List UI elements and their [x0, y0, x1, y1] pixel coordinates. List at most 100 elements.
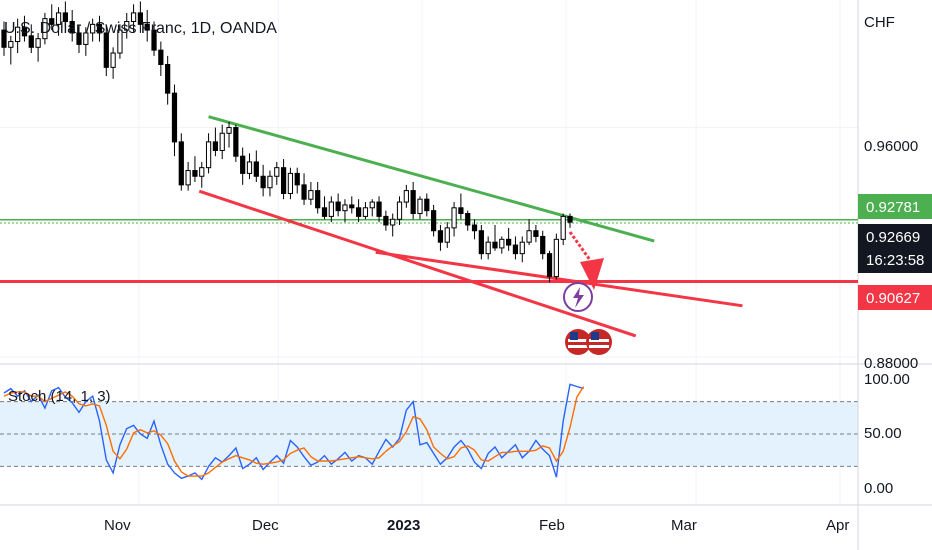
candle-body: [110, 52, 116, 68]
candle-body: [137, 12, 143, 25]
candle-body: [62, 12, 68, 22]
candle-body: [328, 201, 334, 217]
green-level-text: 0.92781: [866, 199, 920, 216]
candle-body: [519, 241, 525, 255]
price-tick: 0.96000: [864, 138, 918, 155]
candle-body: [274, 167, 280, 177]
trendlines: [198, 115, 743, 338]
candle-body: [151, 29, 157, 51]
candle-body: [199, 167, 205, 177]
candle-body: [130, 12, 137, 22]
candle-body: [158, 49, 164, 65]
candle-body: [390, 218, 396, 226]
candle-body: [403, 190, 409, 203]
candle-body: [49, 18, 55, 25]
down-arrow: [568, 231, 604, 290]
candle-body: [417, 198, 423, 215]
candle-body: [240, 155, 246, 174]
candle-body: [124, 20, 130, 31]
candle-body: [424, 198, 430, 212]
candle-body: [546, 253, 553, 278]
red-trendline: [198, 189, 637, 338]
candle-body: [553, 238, 559, 278]
candle-body: [315, 190, 321, 209]
currency-label: CHF: [864, 14, 895, 31]
price-tick: 0.88000: [864, 355, 918, 372]
green-trendline: [208, 115, 655, 243]
candle-body: [280, 167, 287, 194]
candle-body: [253, 161, 259, 177]
grid-lines: [0, 0, 858, 505]
candle-body: [355, 207, 362, 217]
candle-body: [492, 241, 498, 249]
candle-body: [35, 38, 41, 48]
candles: [1, 1, 573, 283]
candle-body: [465, 213, 471, 226]
countdown-text: 16:23:58: [866, 252, 924, 269]
last-price-text: 0.92669: [866, 229, 920, 246]
candle-body: [396, 201, 403, 220]
candle-body: [8, 41, 14, 48]
candle-body: [212, 141, 219, 151]
candle-body: [485, 241, 491, 255]
candle-body: [260, 175, 266, 189]
candle-body: [83, 32, 89, 45]
candle-body: [69, 20, 75, 34]
candle-body: [444, 227, 450, 243]
us-flag-icon[interactable]: [586, 329, 612, 355]
red-trendline: [375, 250, 743, 308]
candle-body: [1, 29, 7, 48]
candle-body: [28, 35, 34, 48]
candle-body: [540, 235, 546, 255]
candle-body: [287, 172, 294, 194]
candle-body: [451, 207, 457, 229]
stoch-tick: 100.00: [864, 371, 910, 388]
candle-body: [342, 204, 348, 212]
candle-body: [171, 92, 178, 143]
candle-body: [76, 32, 82, 45]
candle-body: [246, 161, 253, 174]
red-level-text: 0.90627: [866, 290, 920, 307]
candle-body: [301, 184, 307, 200]
last-price-tag: [858, 224, 932, 273]
candle-body: [567, 215, 573, 223]
candle-body: [458, 207, 464, 215]
time-tick-feb: Feb: [539, 517, 565, 534]
candle-body: [144, 23, 150, 31]
candle-body: [499, 238, 505, 249]
candle-body: [376, 201, 382, 217]
candle-body: [192, 170, 198, 177]
time-tick-mar: Mar: [671, 517, 697, 534]
candle-body: [321, 207, 328, 217]
candle-body: [178, 141, 184, 186]
horizontal-levels: [0, 219, 858, 284]
candle-body: [335, 201, 341, 212]
candle-body: [233, 127, 239, 157]
candle-body: [512, 244, 519, 255]
green-level-tag: [858, 194, 932, 219]
candle-body: [506, 238, 512, 246]
symbol-title[interactable]: U.S. Dollar / Swiss Franc, 1D, OANDA: [4, 20, 277, 37]
candle-body: [103, 32, 109, 68]
stoch-tick: 50.00: [864, 425, 902, 442]
candle-body: [55, 12, 62, 25]
candle-body: [383, 215, 389, 226]
candle-body: [437, 230, 444, 243]
stochastic-lines: [3, 383, 585, 481]
red-level-tag: [858, 285, 932, 310]
candle-body: [226, 127, 232, 134]
candle-body: [560, 215, 566, 240]
candle-body: [308, 190, 314, 200]
candle-body: [165, 63, 171, 94]
lightning-icon[interactable]: [563, 282, 593, 312]
candle-body: [219, 132, 225, 151]
stoch-legend[interactable]: Stoch (14, 1, 3): [8, 388, 111, 405]
candle-body: [526, 230, 532, 243]
time-tick-nov: Nov: [104, 517, 131, 534]
us-flag-icon[interactable]: [565, 329, 591, 355]
time-tick-2023: 2023: [387, 517, 420, 534]
candle-body: [90, 23, 96, 34]
stoch-d-line: [3, 386, 585, 477]
candle-body: [362, 207, 369, 217]
